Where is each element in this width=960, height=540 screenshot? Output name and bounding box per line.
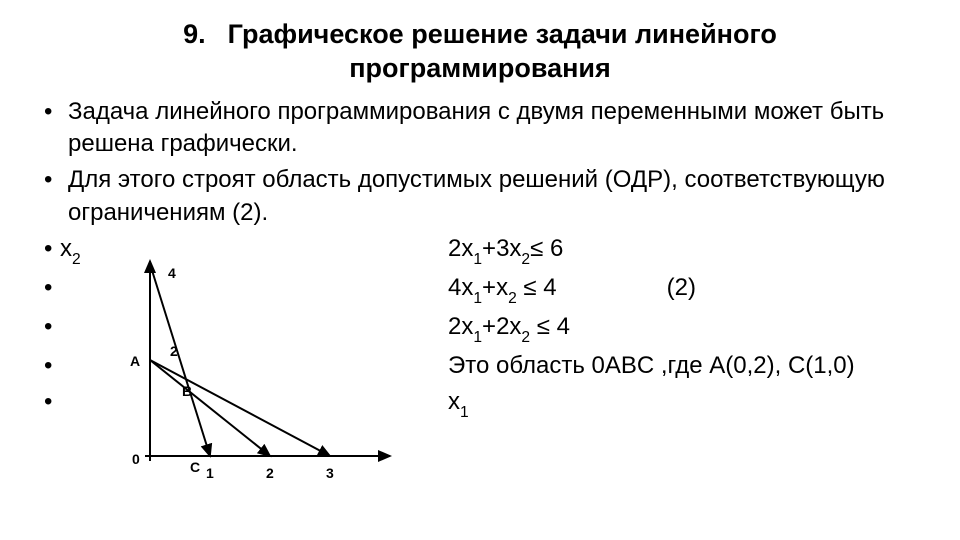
label-C: C: [190, 459, 200, 475]
constraint-2: 4x1+x2 ≤ 4(2): [448, 272, 696, 307]
label-O: 0: [132, 451, 140, 467]
slide-title: 9. Графическое решение задачи линейного п…: [40, 18, 920, 86]
line-c1: [150, 360, 330, 456]
line-c2: [150, 264, 210, 456]
title-line1: Графическое решение задачи линейного: [228, 19, 777, 49]
lp-figure: 4 2 1 2 3 A B C 0: [90, 256, 410, 496]
line-c3: [150, 360, 270, 456]
x-tick-1: 1: [206, 465, 214, 481]
bullet-1: Задача линейного программирования с двум…: [40, 96, 920, 161]
bullet-2: Для этого строят область допустимых реше…: [40, 164, 920, 229]
constraint-1: 2x1+3x2≤ 6: [448, 233, 563, 268]
slide: 9. Графическое решение задачи линейного п…: [0, 0, 960, 540]
title-number: 9.: [183, 19, 206, 49]
x-axis-label: x1: [448, 386, 469, 421]
label-B: B: [182, 383, 192, 399]
constraint-3: 2x1+2x2 ≤ 4: [448, 311, 570, 346]
region-text: Это область 0ABC ,где A(0,2), C(1,0): [448, 350, 855, 382]
y-tick-2: 2: [170, 343, 178, 359]
lp-svg: 4 2 1 2 3 A B C 0: [90, 256, 410, 516]
x-tick-3: 3: [326, 465, 334, 481]
eq-number: (2): [667, 272, 696, 304]
y-tick-4: 4: [168, 265, 176, 281]
label-A: A: [130, 353, 140, 369]
x-tick-2: 2: [266, 465, 274, 481]
title-line2: программирования: [349, 53, 611, 83]
